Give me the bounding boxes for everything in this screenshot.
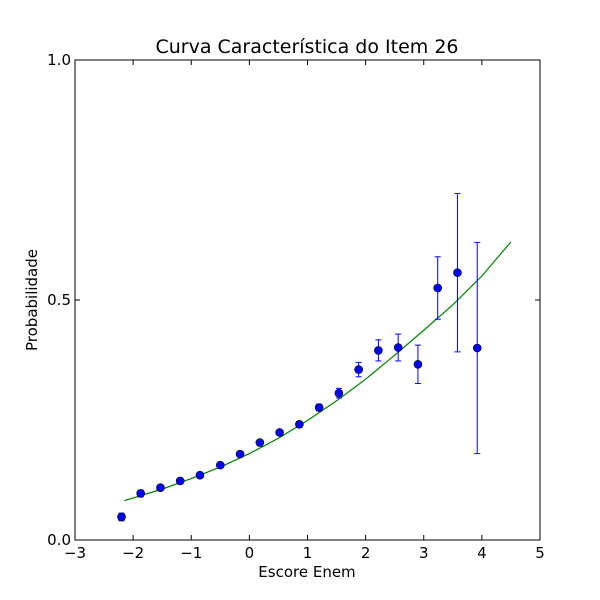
y-axis-label: Probabilidade xyxy=(23,249,41,351)
data-point xyxy=(433,283,443,293)
y-tick-label: 0.5 xyxy=(47,291,71,309)
data-point-group xyxy=(433,256,443,320)
x-axis-label: Escore Enem xyxy=(258,563,355,581)
data-point xyxy=(195,470,205,480)
data-point xyxy=(413,360,423,369)
data-point xyxy=(314,403,324,412)
data-point xyxy=(453,268,462,277)
data-point xyxy=(393,343,403,352)
data-point-group xyxy=(393,333,403,362)
x-tick-label: −2 xyxy=(122,544,144,562)
data-point-group xyxy=(334,387,344,399)
fit-curve xyxy=(124,241,512,502)
data-point xyxy=(334,388,344,398)
plot-area xyxy=(117,192,512,522)
data-point xyxy=(275,428,284,437)
data-point xyxy=(472,343,482,353)
data-point-group xyxy=(117,512,126,522)
data-point-group xyxy=(275,428,284,437)
data-point-group xyxy=(195,470,205,480)
data-point-group xyxy=(295,420,304,429)
x-tick-label: 1 xyxy=(303,544,313,562)
data-point-group xyxy=(413,344,423,385)
y-tick-label: 0.0 xyxy=(47,531,71,549)
x-tick-label: 4 xyxy=(477,544,487,562)
data-point-group xyxy=(472,241,482,455)
data-point xyxy=(117,512,126,522)
data-point xyxy=(136,489,145,498)
x-axis: −3 −2 −1 0 1 2 3 4 5 xyxy=(64,60,545,562)
x-tick-label: 0 xyxy=(245,544,255,562)
data-point xyxy=(295,420,304,429)
chart-title: Curva Característica do Item 26 xyxy=(155,36,458,58)
x-tick-label: 3 xyxy=(419,544,429,562)
data-point xyxy=(255,438,265,447)
data-point-group xyxy=(374,339,383,362)
data-point-group xyxy=(314,403,324,412)
x-tick-label: −1 xyxy=(180,544,202,562)
data-point xyxy=(374,346,383,355)
data-point xyxy=(235,449,245,459)
data-point-group xyxy=(136,489,145,498)
data-point xyxy=(156,483,165,492)
y-tick-label: 1.0 xyxy=(47,51,71,69)
data-point xyxy=(216,460,225,470)
data-point-group xyxy=(175,476,185,486)
data-point xyxy=(175,476,185,486)
plot-frame xyxy=(74,59,541,541)
x-tick-label: 5 xyxy=(535,544,545,562)
data-point-group xyxy=(235,449,245,459)
data-point-group xyxy=(453,192,462,353)
data-point-group xyxy=(156,483,165,492)
data-point-group xyxy=(255,438,265,447)
x-tick-label: 2 xyxy=(361,544,371,562)
data-point-group xyxy=(216,460,225,470)
data-point-group xyxy=(354,361,363,378)
x-tick-label: −3 xyxy=(64,544,86,562)
data-point xyxy=(354,365,363,374)
y-axis: 0.0 0.5 1.0 xyxy=(47,51,540,549)
